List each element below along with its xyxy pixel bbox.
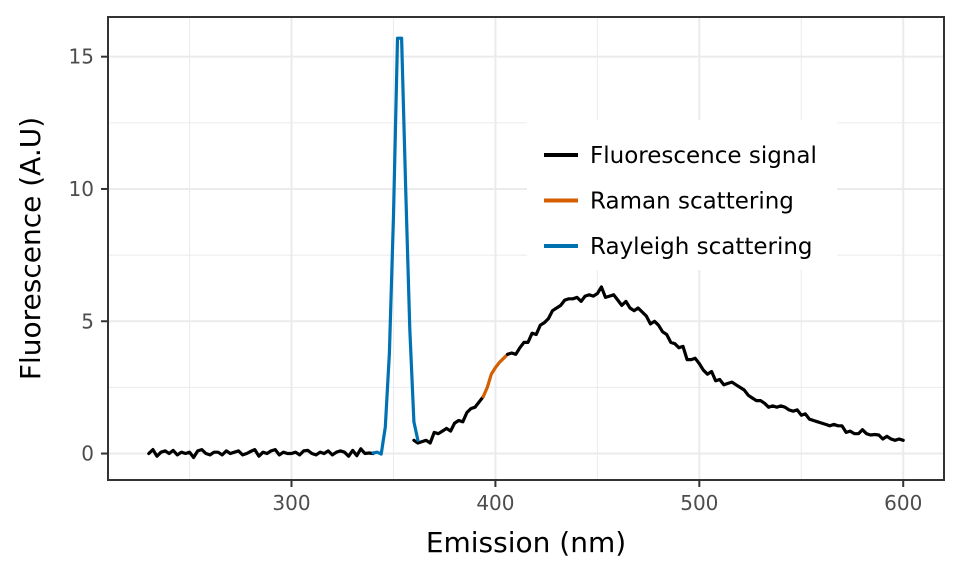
legend-box [527,120,837,270]
y-tick-label: 10 [69,177,94,201]
series-line-fluorescence-signal [412,395,485,445]
legend: Fluorescence signal Raman scattering Rayle… [527,120,837,270]
x-tick-label: 600 [884,491,922,515]
x-tick-label: 500 [680,491,718,515]
legend-label: Fluorescence signal [590,143,817,169]
series-line-fluorescence-signal [147,447,375,460]
series-line-rayleigh-scattering [371,36,420,456]
series-line-raman-scattering [481,352,510,399]
y-axis-title: Fluorescence (A.U) [14,117,47,380]
legend-label: Rayleigh scattering [590,234,813,260]
y-tick-label: 5 [81,309,94,333]
x-axis-title: Emission (nm) [426,526,626,559]
x-tick-label: 300 [272,491,310,515]
x-tick-label: 400 [476,491,514,515]
x-axis-ticks: 300 400 500 600 [272,480,922,515]
y-axis-ticks: 0 5 10 15 [69,45,108,466]
plot-panel-border [107,16,945,481]
series-line-fluorescence-signal [506,285,905,442]
series-lines [147,36,905,460]
y-tick-label: 0 [81,442,94,466]
y-tick-label: 15 [69,45,94,69]
legend-label: Raman scattering [590,189,794,215]
